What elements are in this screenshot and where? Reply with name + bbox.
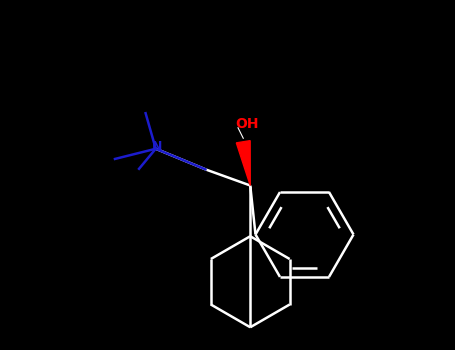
Text: N: N <box>152 140 163 154</box>
Text: OH: OH <box>235 117 258 131</box>
Polygon shape <box>236 141 250 186</box>
